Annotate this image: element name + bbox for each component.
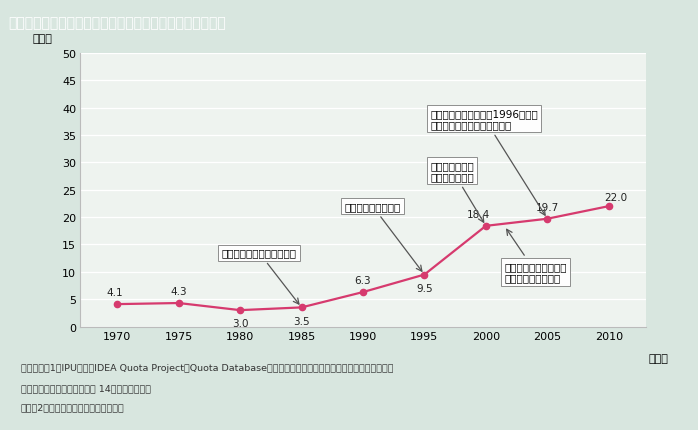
Text: （年）: （年） (648, 353, 669, 363)
Text: （％）: （％） (32, 34, 52, 44)
Text: 第１－特－７図　英国の国会議員に占める女性割合の推移: 第１－特－７図 英国の国会議員に占める女性割合の推移 (8, 16, 226, 31)
Text: 性差別禁止法の改正: 性差別禁止法の改正 (345, 202, 422, 272)
Text: 19.7: 19.7 (535, 202, 559, 212)
Text: 2．下院における女性議員割合。: 2．下院における女性議員割合。 (21, 402, 125, 411)
Text: （備考）、1．IPU資料，IDEA Quota Project「Quota Database」，内閣府「男女共同参画諸外国制度等調査研究: （備考）、1．IPU資料，IDEA Quota Project「Quota Da… (21, 363, 394, 372)
Text: 18.4: 18.4 (467, 209, 491, 219)
Text: 4.3: 4.3 (170, 286, 187, 296)
Text: 22.0: 22.0 (604, 193, 628, 203)
Text: 労働党のクオータ制（1996年以前
に導入していた手法）の復活: 労働党のクオータ制（1996年以前 に導入していた手法）の復活 (431, 108, 545, 216)
Text: 6.3: 6.3 (355, 276, 371, 286)
Text: 3.5: 3.5 (293, 316, 310, 326)
Text: 労働党がクオータ制を導入: 労働党がクオータ制を導入 (222, 248, 299, 304)
Text: 「報告書」（平成 14年）より作成。: 「報告書」（平成 14年）より作成。 (21, 384, 151, 393)
Text: 4.1: 4.1 (106, 288, 123, 298)
Text: 労働党のクオータ制は
違法であるとの判決: 労働党のクオータ制は 違法であるとの判決 (505, 230, 567, 283)
Text: 9.5: 9.5 (416, 283, 433, 293)
Text: 3.0: 3.0 (232, 319, 248, 329)
Text: 自由民主党がク
オータ制を導入: 自由民主党がク オータ制を導入 (431, 160, 484, 223)
